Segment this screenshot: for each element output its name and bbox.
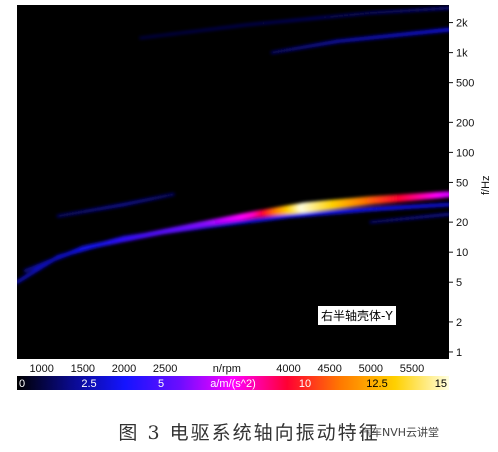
y-tick-label: 200 bbox=[456, 117, 474, 129]
x-tick-label: 5000 bbox=[359, 363, 383, 375]
colorbar-tick-label: 2.5 bbox=[81, 378, 96, 390]
colorbar-tick-label: 15 bbox=[435, 378, 447, 390]
y-tick-label: 10 bbox=[456, 247, 468, 259]
y-tick-label: 500 bbox=[456, 78, 474, 90]
x-axis-label: n/rpm bbox=[213, 363, 241, 375]
y-tick-label: 100 bbox=[456, 147, 474, 159]
x-axis: 1000 1500 2000 2500 4000 4500 5000 5500 n/rpm bbox=[17, 359, 449, 376]
colorbar-gradient bbox=[17, 376, 449, 390]
colorbar-label: a/m/(s^2) bbox=[210, 378, 256, 390]
watermark: 汽车NVH云讲堂 bbox=[360, 426, 440, 439]
spectrogram-canvas bbox=[17, 6, 449, 284]
x-tick-label: 2500 bbox=[153, 363, 177, 375]
y-axis-canvas: 1 2 5 10 20 50 100 200 500 1k 2k f/Hz bbox=[449, 18, 492, 359]
y-tick-label: 20 bbox=[456, 217, 468, 229]
x-tick-label: 1000 bbox=[29, 363, 53, 375]
spectrogram-plot bbox=[17, 5, 449, 359]
x-tick-label: 1500 bbox=[71, 363, 95, 375]
colorbar: 0 2.5 5 a/m/(s^2) 10 12.5 15 bbox=[17, 376, 449, 390]
colorbar-tick-label: 12.5 bbox=[366, 378, 387, 390]
y-tick-label: 2 bbox=[456, 317, 462, 329]
x-tick-label: 4500 bbox=[317, 363, 341, 375]
colorbar-canvas: 0 2.5 5 a/m/(s^2) 10 12.5 15 bbox=[17, 376, 449, 390]
figure-caption: 图 3 电驱系统轴向振动特征 bbox=[118, 422, 380, 444]
channel-annotation: 右半轴壳体-Y bbox=[318, 306, 396, 325]
colorbar-tick-label: 0 bbox=[19, 378, 25, 390]
x-tick-label: 5500 bbox=[400, 363, 424, 375]
y-axis-label: f/Hz bbox=[480, 175, 492, 195]
x-tick-label: 4000 bbox=[276, 363, 300, 375]
colorbar-tick-label: 5 bbox=[158, 378, 164, 390]
y-tick-label: 5 bbox=[456, 277, 462, 289]
y-tick-label: 1k bbox=[456, 48, 468, 60]
x-axis-canvas: 1000 1500 2000 2500 4000 4500 5000 5500 n/rpm bbox=[29, 363, 424, 375]
x-tick-label: 2000 bbox=[112, 363, 136, 375]
y-tick-label: 50 bbox=[456, 177, 468, 189]
colorbar-tick-label: 10 bbox=[299, 378, 311, 390]
y-tick-label: 2k bbox=[456, 18, 468, 30]
y-tick-label: 1 bbox=[456, 347, 462, 359]
y-axis: 1 2 5 10 20 50 100 200 500 1k 2k f/Hz bbox=[449, 5, 498, 359]
